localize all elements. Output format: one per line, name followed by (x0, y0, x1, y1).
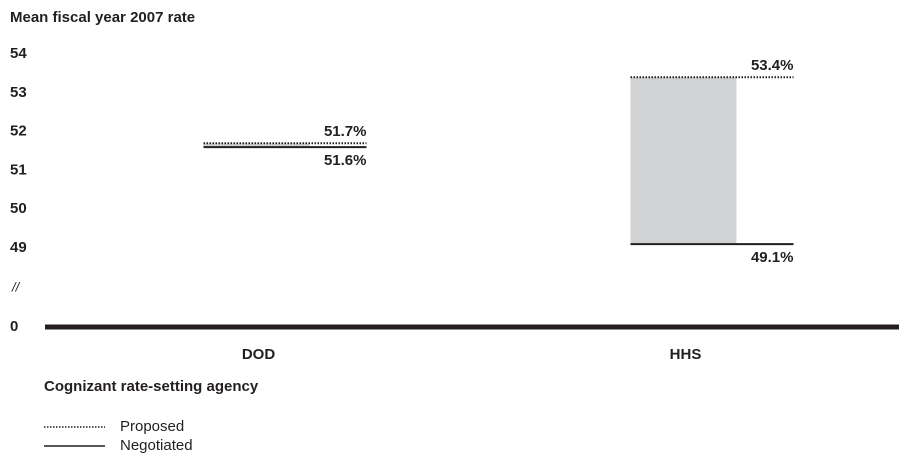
y-tick-label: 53 (10, 84, 27, 101)
y-tick-label: 54 (10, 45, 27, 62)
x-axis-label: Cognizant rate-setting agency (44, 378, 259, 395)
value-label: 51.6% (324, 152, 367, 169)
value-label: 51.7% (324, 123, 367, 140)
range-fill (203, 143, 310, 148)
y-tick-label: 0 (10, 318, 18, 335)
y-tick-label: 49 (10, 239, 27, 256)
legend-label: Proposed (120, 418, 184, 435)
chart-title: Mean fiscal year 2007 rate (10, 9, 195, 26)
range-fill (630, 77, 737, 245)
x-tick-label: DOD (242, 346, 276, 363)
value-label: 49.1% (751, 249, 794, 266)
y-tick-label: 50 (10, 200, 27, 217)
legend-label: Negotiated (120, 437, 193, 454)
x-tick-label: HHS (670, 346, 702, 363)
axis-break: // (11, 279, 21, 294)
y-tick-label: 52 (10, 123, 27, 140)
y-tick-label: 51 (10, 161, 27, 178)
value-label: 53.4% (751, 57, 794, 74)
